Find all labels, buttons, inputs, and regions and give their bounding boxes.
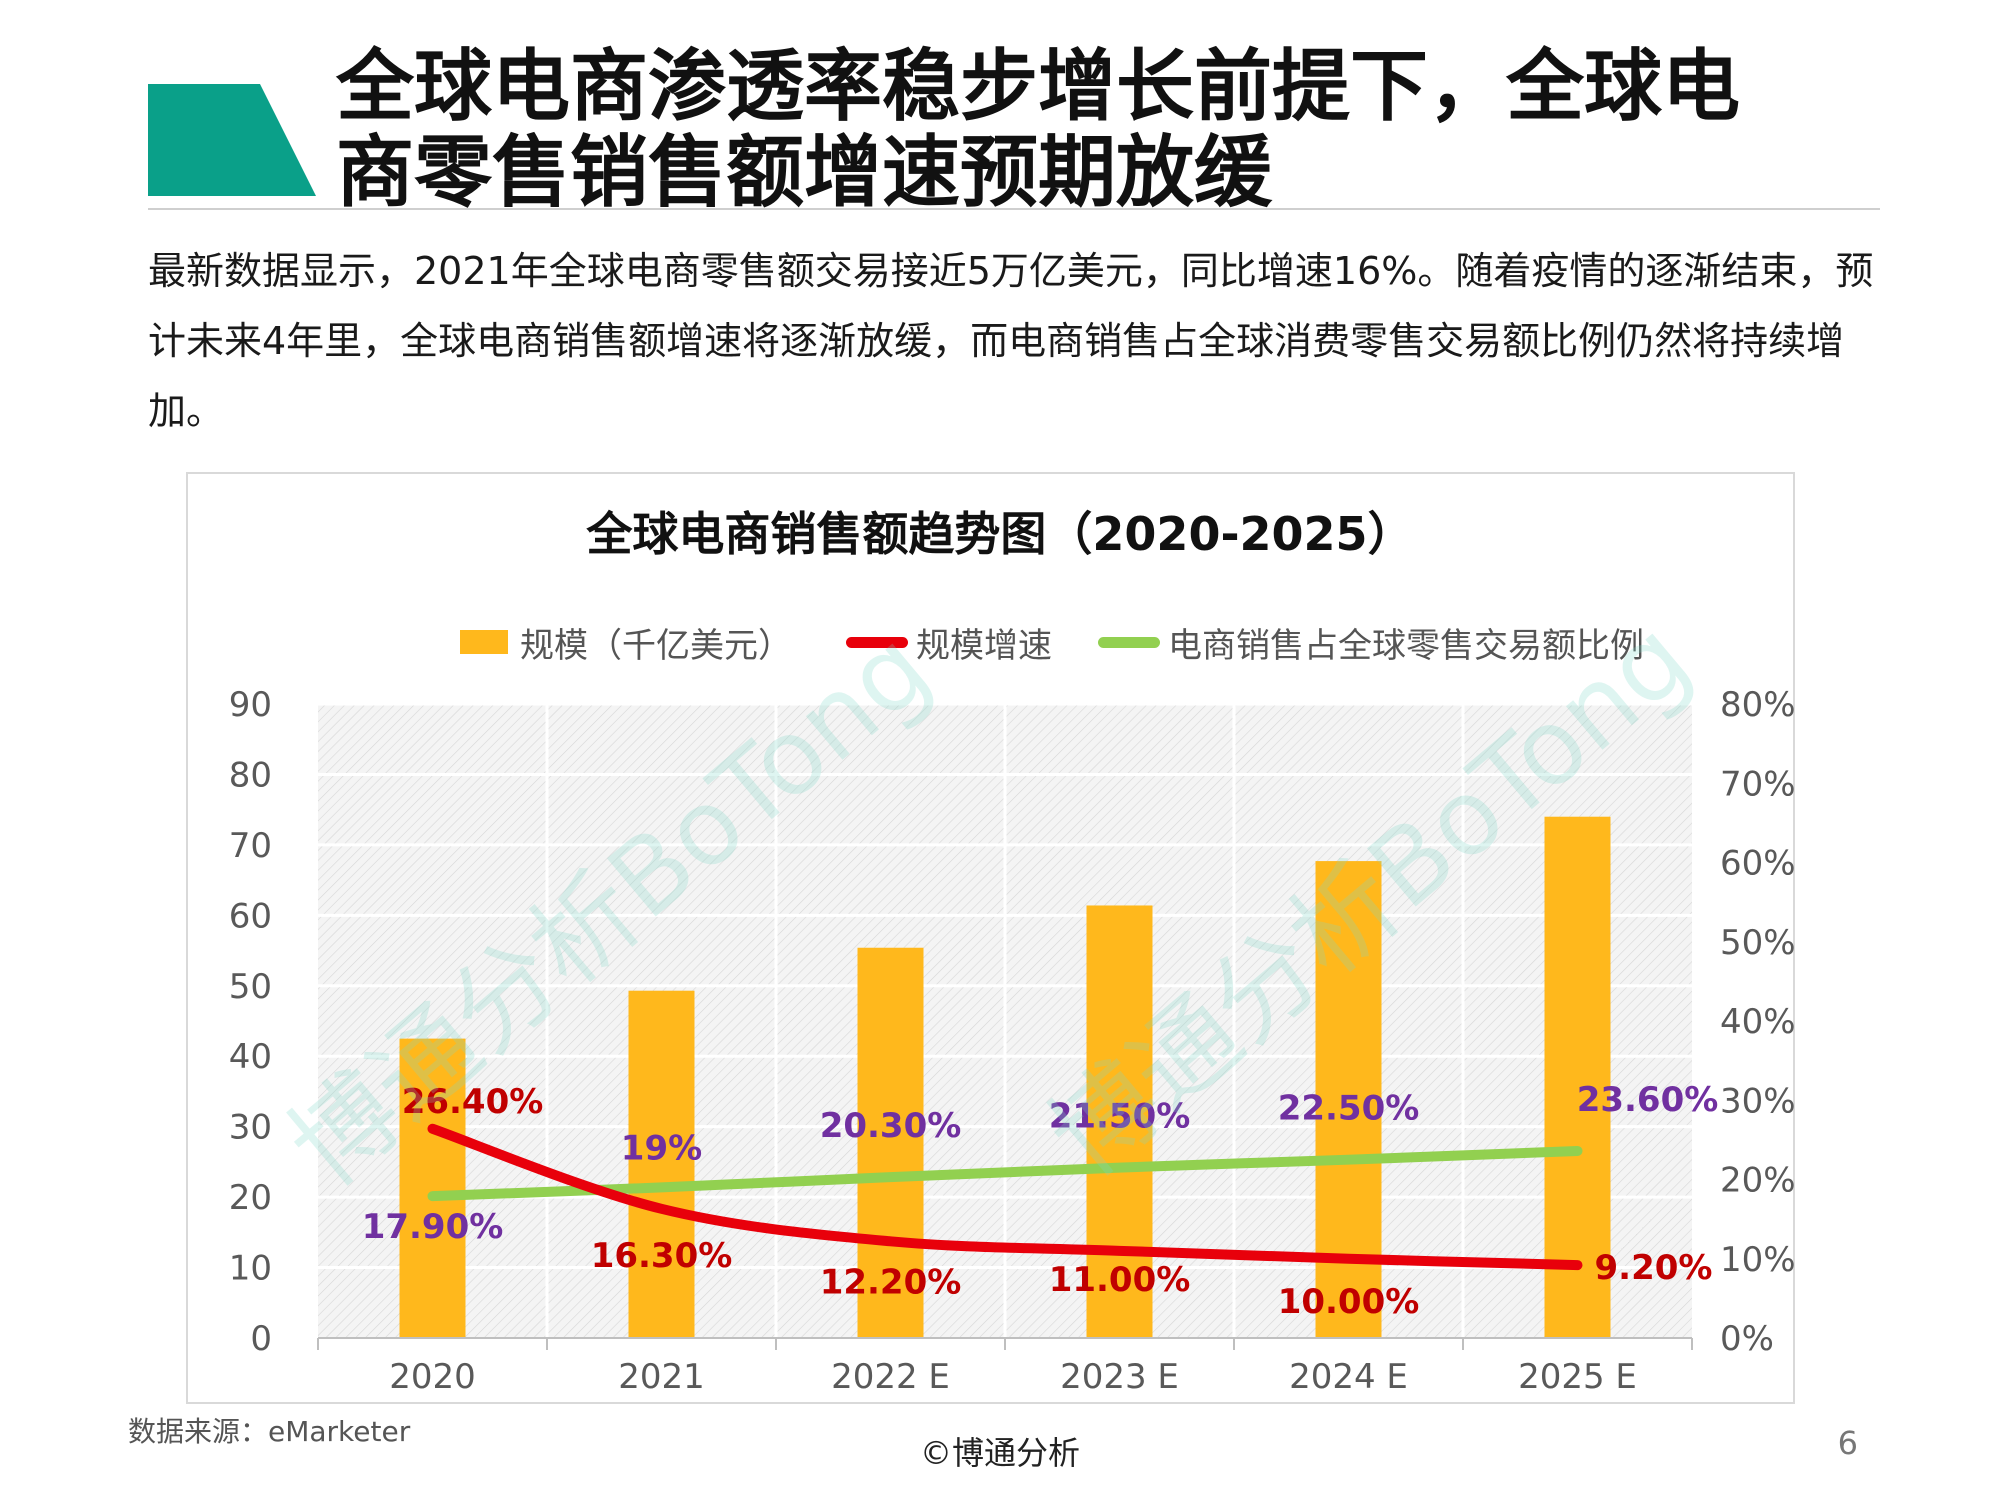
legend-label-growth: 规模增速 (916, 625, 1052, 666)
title-divider (148, 208, 1880, 210)
y-right-tick-label: 60% (1720, 844, 1796, 884)
y-right-tick-label: 0% (1720, 1319, 1774, 1359)
data-label-growth: 26.40% (402, 1082, 544, 1122)
legend-item-scale: 规模（千亿美元） (460, 618, 792, 666)
data-label-growth: 9.20% (1595, 1248, 1713, 1288)
line-share (427, 1145, 1583, 1202)
data-source: 数据来源：eMarketer (128, 1415, 411, 1448)
y-left-tick-label: 20 (229, 1178, 272, 1218)
title-accent-shape (148, 84, 316, 196)
line-growth (427, 1123, 1583, 1271)
y-left-tick-label: 60 (229, 896, 272, 936)
data-label-growth: 11.00% (1049, 1260, 1191, 1300)
data-label-growth: 10.00% (1278, 1282, 1420, 1322)
y-left-tick-label: 80 (229, 755, 272, 795)
x-tick-label: 2020 (389, 1357, 476, 1397)
legend-swatch-scale (460, 630, 508, 654)
legend-swatch-share (1098, 636, 1160, 648)
x-tick-label: 2021 (618, 1357, 705, 1397)
y-left-tick-label: 0 (250, 1319, 272, 1359)
y-right-tick-label: 50% (1720, 923, 1796, 963)
legend-label-scale: 规模（千亿美元） (520, 625, 792, 666)
legend-swatch-growth (846, 636, 908, 648)
y-left-tick-label: 10 (229, 1249, 272, 1289)
y-left-tick-label: 90 (229, 685, 272, 725)
y-right-tick-label: 80% (1720, 685, 1796, 725)
x-tick-label: 2024 E (1289, 1357, 1408, 1397)
data-label-share: 22.50% (1278, 1089, 1420, 1129)
bar-scale (399, 1038, 466, 1338)
x-tick-label: 2022 E (831, 1357, 950, 1397)
page-title-line-1: 全球电商渗透率稳步增长前提下，全球电 (336, 42, 1741, 132)
y-right-tick-label: 40% (1720, 1002, 1796, 1042)
chart-title: 全球电商销售额趋势图（2020-2025） (586, 507, 1414, 561)
x-tick-label: 2025 E (1518, 1357, 1637, 1397)
chart-legend: 规模（千亿美元） 规模增速 电商销售占全球零售交易额比例 (0, 618, 2000, 666)
y-left-tick-label: 70 (229, 826, 272, 866)
page-number: 6 (1837, 1424, 1858, 1462)
legend-label-share: 电商销售占全球零售交易额比例 (1168, 625, 1644, 666)
bar-scale (628, 990, 695, 1338)
y-right-tick-label: 20% (1720, 1161, 1796, 1201)
data-label-share: 21.50% (1049, 1097, 1191, 1137)
legend-item-share: 电商销售占全球零售交易额比例 (1098, 618, 1644, 666)
data-label-share: 19% (621, 1128, 702, 1168)
y-right-tick-label: 30% (1720, 1081, 1796, 1121)
y-left-tick-label: 50 (229, 967, 272, 1007)
y-right-tick-label: 70% (1720, 764, 1796, 804)
x-tick-label: 2023 E (1060, 1357, 1179, 1397)
bar-scale (857, 947, 924, 1338)
y-left-tick-label: 40 (229, 1037, 272, 1077)
legend-item-growth: 规模增速 (846, 618, 1052, 666)
intro-paragraph: 最新数据显示，2021年全球电商零售额交易接近5万亿美元，同比增速16%。随着疫… (148, 249, 1874, 433)
y-right-tick-label: 10% (1720, 1240, 1796, 1280)
bar-scale (1086, 905, 1153, 1338)
data-label-share: 17.90% (362, 1207, 504, 1247)
data-label-growth: 12.20% (820, 1262, 962, 1302)
y-left-tick-label: 30 (229, 1108, 272, 1148)
data-label-growth: 16.30% (591, 1236, 733, 1276)
data-label-share: 20.30% (820, 1106, 962, 1146)
copyright: ©博通分析 (919, 1434, 1080, 1472)
page-title: 全球电商渗透率稳步增长前提下，全球电 商零售销售额增速预期放缓 (336, 44, 1896, 216)
data-label-share: 23.60% (1577, 1080, 1719, 1120)
bar-scale (1544, 816, 1611, 1338)
page-title-line-2: 商零售销售额增速预期放缓 (336, 128, 1273, 218)
